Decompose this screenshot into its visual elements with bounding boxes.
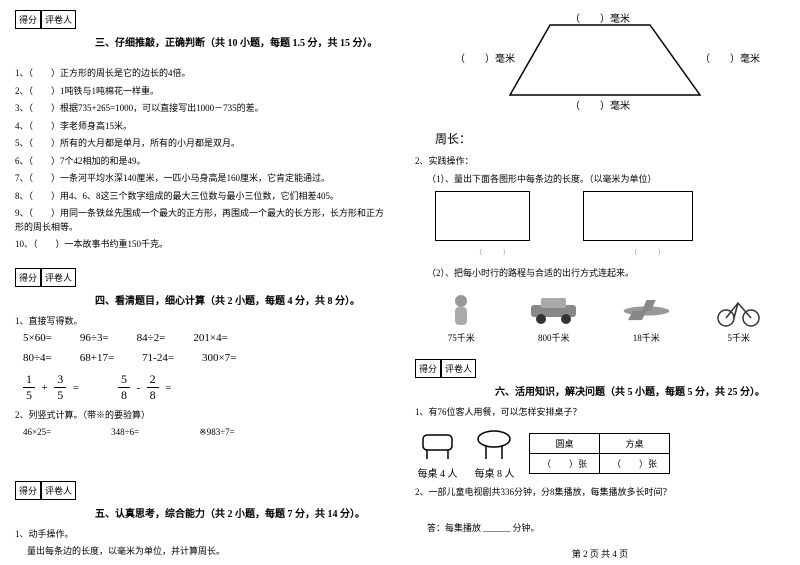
- calc-cell: 348÷6=: [111, 427, 139, 438]
- score-label: 得分: [15, 268, 41, 287]
- desk4-label: 每桌 4 人: [415, 465, 460, 480]
- th-round: 圆桌: [530, 434, 600, 454]
- s4-sub1: 1、直接写得数。: [15, 315, 385, 329]
- section-4-title: 四、看清题目，细心计算（共 2 小题，每题 4 分，共 8 分）。: [95, 292, 385, 307]
- rect-under: （ ）: [583, 247, 713, 257]
- th-square: 方桌: [600, 434, 670, 454]
- vehicle-label: 800千米: [526, 331, 581, 344]
- marker-label: 评卷人: [41, 10, 76, 29]
- marker-label: 评卷人: [41, 481, 76, 500]
- s3-item: 8、（ ）用4、6、8这三个数字组成的最大三位数与最小三位数，它们相差405。: [15, 190, 385, 204]
- score-label: 得分: [15, 481, 41, 500]
- s3-item: 6、（ ）7个42相加的和是49。: [15, 155, 385, 169]
- rect-2: [583, 191, 693, 241]
- s5-2-1: （1）、量出下面各图形中每条边的长度。（以毫米为单位）: [415, 173, 785, 187]
- car-icon: [526, 291, 581, 331]
- score-box-4: 得分 评卷人: [15, 268, 385, 287]
- s3-item: 9、（ ）用同一条铁丝先围成一个最大的正方形，再围成一个最大的长方形，长方形和正…: [15, 207, 385, 234]
- s6-ans: 答：每集播放 ______ 分钟。: [415, 522, 785, 536]
- calc-cell: 5×60=: [23, 332, 52, 344]
- vehicle-label: 5千米: [711, 331, 766, 344]
- rect-1: [435, 191, 530, 241]
- round-desk-icon: [472, 427, 517, 462]
- op: +: [38, 382, 52, 394]
- section-3-title: 三、仔细推敲，正确判断（共 10 小题，每题 1.5 分，共 15 分）。: [95, 34, 385, 49]
- vehicle-item: 75千米: [434, 291, 489, 344]
- fraction-row: 15 + 35 = 58 - 28 =: [15, 372, 385, 403]
- calc-cell: ※983÷7=: [199, 427, 235, 438]
- vehicle-label: 75千米: [434, 331, 489, 344]
- calc-cell: 68+17=: [80, 352, 114, 364]
- trap-right-label: （ ）毫米: [700, 50, 760, 65]
- td-round: （ ）张: [530, 454, 600, 474]
- marker-label: 评卷人: [41, 268, 76, 287]
- desk8-label: 每桌 8 人: [472, 465, 517, 480]
- section-5-title: 五、认真思考，综合能力（共 2 小题，每题 7 分，共 14 分）。: [95, 505, 385, 520]
- vehicle-item: 800千米: [526, 291, 581, 344]
- calc-row: 80÷4= 68+17= 71-24= 300×7=: [15, 352, 385, 364]
- fraction: 35: [54, 372, 66, 403]
- page-footer: 第 2 页 共 4 页: [572, 547, 628, 560]
- square-desk-icon: [415, 427, 460, 462]
- calc-cell: 201×4=: [193, 332, 227, 344]
- trap-left-label: （ ）毫米: [455, 50, 515, 65]
- marker-label: 评卷人: [441, 359, 476, 378]
- s3-item: 4、（ ）李老师身高15米。: [15, 120, 385, 134]
- op: -: [132, 382, 144, 394]
- desk-arrangement: 每桌 4 人 每桌 8 人 圆桌方桌 （ ）张（ ）张: [415, 427, 785, 480]
- vehicle-item: 5千米: [711, 291, 766, 344]
- calc-cell: 84÷2=: [137, 332, 166, 344]
- s3-item: 1、（ ）正方形的周长是它的边长的4倍。: [15, 67, 385, 81]
- score-box-5: 得分 评卷人: [15, 481, 385, 500]
- vehicle-label: 18千米: [619, 331, 674, 344]
- score-label: 得分: [15, 10, 41, 29]
- desk-table: 圆桌方桌 （ ）张（ ）张: [529, 433, 670, 474]
- calc2-row: 46×25= 348÷6= ※983÷7=: [15, 427, 385, 438]
- s3-item: 2、（ ）1吨铁与1吨棉花一样重。: [15, 85, 385, 99]
- s5-text: 量出每条边的长度，以毫米为单位，并计算周长。: [15, 545, 385, 559]
- s3-item: 5、（ ）所有的大月都是单月，所有的小月都是双月。: [15, 137, 385, 151]
- calc-cell: 71-24=: [142, 352, 174, 364]
- td-square: （ ）张: [600, 454, 670, 474]
- score-label: 得分: [415, 359, 441, 378]
- vehicle-item: 18千米: [619, 291, 674, 344]
- calc-cell: 80÷4=: [23, 352, 52, 364]
- s3-item: 3、（ ）根据735+265=1000，可以直接写出1000－735的差。: [15, 102, 385, 116]
- fraction: 15: [23, 372, 35, 403]
- score-box-6: 得分 评卷人: [415, 359, 785, 378]
- fraction: 28: [147, 372, 159, 403]
- person-icon: [434, 291, 489, 331]
- rect-under: （ ）: [435, 247, 550, 257]
- trap-top-label: （ ）毫米: [570, 10, 630, 25]
- trap-bottom-label: （ ）毫米: [570, 97, 630, 112]
- calc-cell: 46×25=: [23, 427, 51, 438]
- eq: =: [161, 382, 175, 394]
- left-column: 得分 评卷人 三、仔细推敲，正确判断（共 10 小题，每题 1.5 分，共 15…: [0, 0, 400, 565]
- section-6-title: 六、活用知识，解决问题（共 5 小题，每题 5 分，共 25 分）。: [495, 383, 785, 398]
- vehicle-row: 75千米 800千米 18千米 5千米: [415, 291, 785, 344]
- s6-q1: 1、有76位客人用餐，可以怎样安排桌子？: [415, 406, 785, 420]
- s5-sub2: 2、实践操作：: [415, 155, 785, 169]
- s5-2-2: （2）、把每小时行的路程与合适的出行方式连起来。: [415, 267, 785, 281]
- section-3-list: 1、（ ）正方形的周长是它的边长的4倍。 2、（ ）1吨铁与1吨棉花一样重。 3…: [15, 67, 385, 252]
- calc-cell: 96÷3=: [80, 332, 109, 344]
- right-column: （ ）毫米 （ ）毫米 （ ）毫米 （ ）毫米 周长： 2、实践操作： （1）、…: [400, 0, 800, 565]
- plane-icon: [619, 291, 674, 331]
- calc-cell: 300×7=: [202, 352, 236, 364]
- square-desk: 每桌 4 人: [415, 427, 460, 480]
- eq: =: [69, 382, 83, 394]
- round-desk: 每桌 8 人: [472, 427, 517, 480]
- trapezoid-figure: （ ）毫米 （ ）毫米 （ ）毫米 （ ）毫米: [450, 10, 750, 120]
- rect-figures: （ ） （ ）: [415, 191, 785, 257]
- calc-row: 5×60= 96÷3= 84÷2= 201×4=: [15, 332, 385, 344]
- score-box-3: 得分 评卷人: [15, 10, 385, 29]
- s6-q2: 2、一部儿童电视剧共336分钟，分8集播放，每集播放多长时间？: [415, 486, 785, 500]
- bike-icon: [711, 291, 766, 331]
- s3-item: 7、（ ）一条河平均水深140厘米，一匹小马身高是160厘米，它肯定能通过。: [15, 172, 385, 186]
- perimeter-label: 周长：: [435, 130, 785, 147]
- fraction: 58: [118, 372, 130, 403]
- s4-sub2: 2、列竖式计算。（带※的要验算）: [15, 409, 385, 423]
- s3-item: 10、（ ）一本故事书约重150千克。: [15, 238, 385, 252]
- s5-sub1: 1、动手操作。: [15, 528, 385, 542]
